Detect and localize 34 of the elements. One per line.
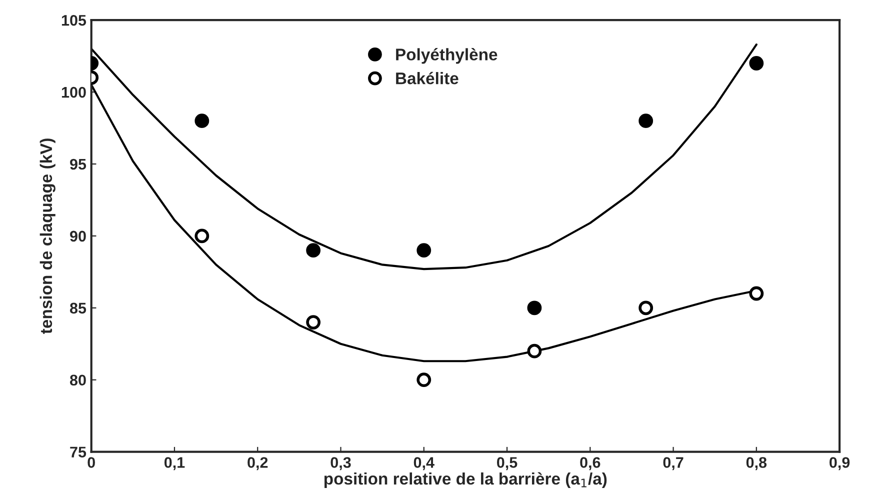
y-tick-label: 90 [70,230,86,242]
y-tick-label: 105 [62,14,86,26]
y-tick-label: 75 [70,446,86,458]
x-axis-title: position relative de la barrière (a$_{1}$/a) [324,472,607,488]
y-tick-label: 80 [70,374,86,386]
point [306,315,321,330]
x-tick-label: 0,2 [248,457,268,470]
x-tick-label: 0,1 [164,457,185,470]
line-series [91,44,758,270]
y-axis-title: tension de claquage (kV) [40,138,56,334]
x-tick-label: 0 [88,457,95,468]
point [638,300,654,316]
point [527,344,542,358]
point [749,286,764,301]
point [527,300,542,316]
y-tick-label: 95 [70,158,86,170]
point [306,243,321,258]
x-tick-label: 0,4 [414,457,434,470]
x-tick-label: 0,6 [580,457,600,470]
x-tick-label: 0,7 [663,457,684,470]
x-tick-label: 0,9 [830,457,850,470]
point [749,56,764,70]
x-tick-label: 0,3 [330,457,351,470]
legend-label: Bakélite [396,72,458,84]
x-tick-label: 0,8 [746,457,767,470]
point [416,243,432,258]
point [194,228,210,244]
x-tick-label: 0,5 [497,457,518,470]
y-tick-label: 100 [62,86,86,98]
point [416,372,432,388]
point [194,114,210,128]
y-tick-label: 85 [70,302,86,314]
legend-label: Polyéthylène [396,48,498,64]
point [638,114,654,128]
